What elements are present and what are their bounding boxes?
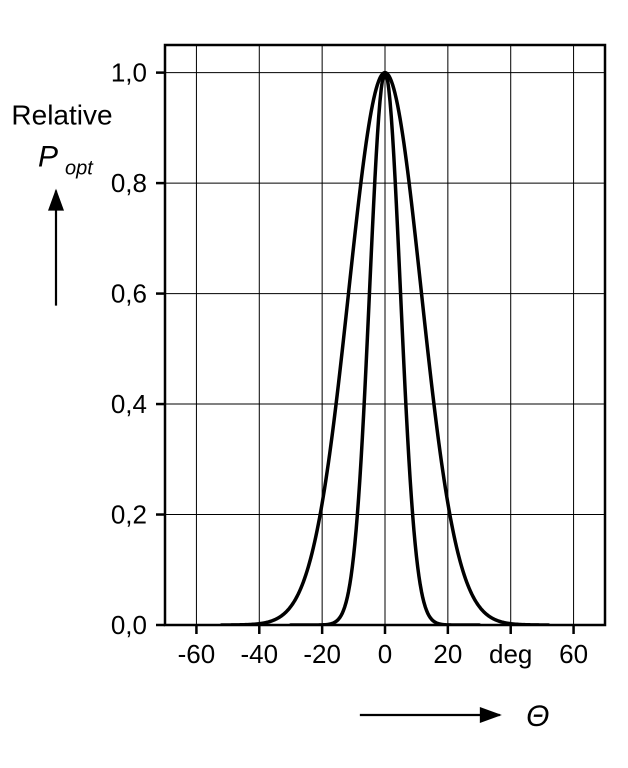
y-tick-label: 0,0 [111,610,147,640]
y-axis-label-P: P [38,141,58,174]
y-tick-label: 0,6 [111,279,147,309]
y-tick-label: 0,2 [111,500,147,530]
x-tick-label: -20 [303,639,341,669]
y-tick-label: 0,8 [111,168,147,198]
chart-svg: -60 -40 -20 0 20 deg 60 0,0 0,2 0,4 0,6 0,8 1,0 Relat… [0,0,628,768]
x-tick-label: 60 [559,639,588,669]
y-tick-label: 0,4 [111,389,147,419]
x-tick-label: 20 [433,639,462,669]
x-tick-label: 0 [378,639,392,669]
x-tick-label: -60 [178,639,216,669]
x-axis-label-theta: Θ [526,700,549,733]
y-tick-label: 1,0 [111,58,147,88]
x-tick-label: deg [489,639,532,669]
y-axis-label-opt: opt [65,158,94,180]
y-axis-label-relative: Relative [11,100,112,131]
chart-container: -60 -40 -20 0 20 deg 60 0,0 0,2 0,4 0,6 0,8 1,0 Relat… [0,0,628,768]
x-tick-label: -40 [240,639,278,669]
